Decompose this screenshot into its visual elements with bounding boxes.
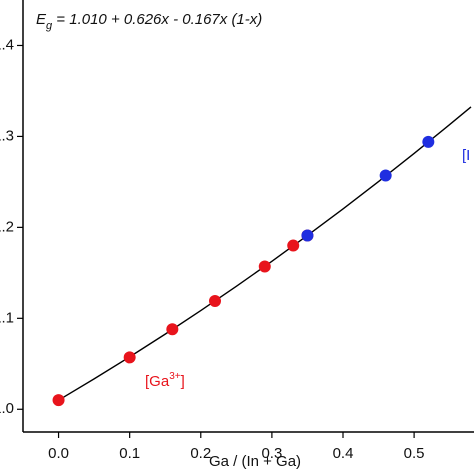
data-point xyxy=(301,229,314,242)
annotation-text: [I xyxy=(462,147,470,164)
x-tick-label: 0.1 xyxy=(119,445,140,462)
annotation-text: = 1.010 + 0.626x - 0.167x (1-x) xyxy=(52,11,262,28)
data-point xyxy=(422,135,435,148)
fit-line xyxy=(58,106,472,401)
y-tick-label: 1.0 xyxy=(0,400,14,417)
annotation-text: ] xyxy=(181,373,185,390)
data-point xyxy=(379,169,392,182)
x-axis-label: Ga / (In + Ga) xyxy=(209,453,301,470)
y-tick-label: 1.2 xyxy=(0,218,14,235)
data-point xyxy=(258,260,271,273)
annotation-text: E xyxy=(36,11,47,28)
x-tick-label: 0.2 xyxy=(190,445,211,462)
x-tick-label: 0.3 xyxy=(261,445,282,462)
annotation-superscript: 3+ xyxy=(169,371,181,382)
data-point xyxy=(52,394,65,407)
annotation: Eg = 1.010 + 0.626x - 0.167x (1-x) xyxy=(36,11,262,32)
data-point xyxy=(287,239,300,252)
x-tick-label: 0.0 xyxy=(48,445,69,462)
annotation-subscript: g xyxy=(46,20,53,32)
y-tick-label: 1.1 xyxy=(0,309,14,326)
y-tick-label: 1.3 xyxy=(0,127,14,144)
annotation: [Ga3+] xyxy=(145,371,185,390)
data-point xyxy=(166,323,179,336)
annotation: [I xyxy=(462,147,470,164)
y-tick-label: 1.4 xyxy=(0,36,14,53)
data-point xyxy=(123,351,136,364)
data-point xyxy=(209,295,221,308)
annotation-text: [Ga xyxy=(145,373,170,390)
x-tick-label: 0.4 xyxy=(333,445,354,462)
x-tick-label: 0.5 xyxy=(404,445,425,462)
